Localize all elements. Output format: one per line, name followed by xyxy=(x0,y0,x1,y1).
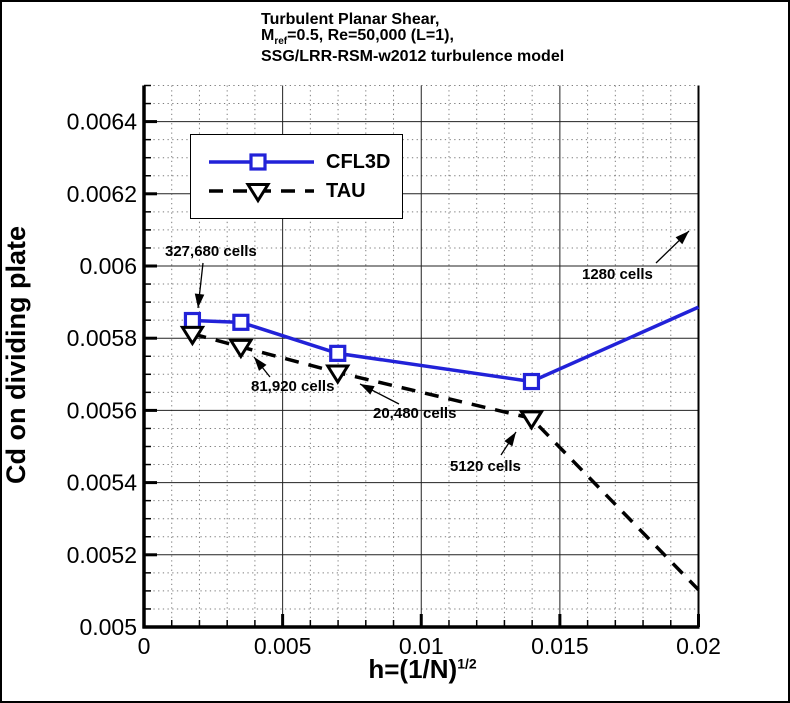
legend-label-cfl3d: CFL3D xyxy=(326,150,391,173)
legend-label-tau: TAU xyxy=(326,179,366,202)
x-tick-label: 0.015 xyxy=(531,633,589,659)
x-axis-title: h=(1/N)1/2 xyxy=(368,654,477,684)
y-tick-label: 0.0056 xyxy=(67,397,137,423)
legend-entry-cfl3d: CFL3D xyxy=(191,148,402,177)
y-axis-title: Cd on dividing plate xyxy=(1,226,31,484)
y-tick-label: 0.0052 xyxy=(67,542,137,568)
plot-title: Turbulent Planar Shear, Mref=0.5, Re=50,… xyxy=(261,12,564,65)
y-tick-label: 0.0064 xyxy=(67,109,138,135)
legend-box: CFL3D TAU xyxy=(190,134,403,219)
tau-marker xyxy=(325,364,351,385)
cfl3d-line-sample xyxy=(206,148,318,176)
title-line-2: Mref=0.5, Re=50,000 (L=1), xyxy=(261,26,454,47)
x-tick-label: 0.01 xyxy=(399,633,444,659)
tau-marker xyxy=(518,410,545,431)
annotation-arrowhead xyxy=(254,357,267,371)
cfl3d-marker xyxy=(183,311,202,330)
annotation-arrowhead xyxy=(504,432,516,447)
cfl3d-marker xyxy=(232,313,250,331)
tau-marker xyxy=(228,338,254,360)
y-tick-label: 0.0054 xyxy=(67,470,138,496)
cfl3d-curve xyxy=(192,305,700,384)
x-tick-label: 0.02 xyxy=(676,633,721,659)
title-line-3: SSG/LRR-RSM-w2012 turbulence model xyxy=(261,48,565,66)
y-tick-label: 0.005 xyxy=(79,614,137,640)
legend-entry-tau: TAU xyxy=(191,177,402,206)
tau-curve xyxy=(191,332,700,592)
cfl3d-marker xyxy=(329,344,347,362)
cfl3d-marker xyxy=(522,372,541,391)
tau-line-sample xyxy=(206,177,318,205)
x-tick-label: 0.005 xyxy=(254,633,312,659)
annotation-arrowhead xyxy=(675,231,689,245)
annotation-327680-cells: 327,680 cells xyxy=(165,243,257,260)
annotation-20480-cells: 20,480 cells xyxy=(373,405,457,422)
annotation-81920-cells: 81,920 cells xyxy=(251,378,335,395)
title-line-1: Turbulent Planar Shear, xyxy=(261,11,440,28)
y-tick-label: 0.0062 xyxy=(67,181,137,207)
annotation-5120-cells: 5120 cells xyxy=(450,458,521,475)
y-tick-label: 0.0058 xyxy=(67,325,137,351)
annotation-arrowhead xyxy=(194,293,205,308)
annotation-1280-cells: 1280 cells xyxy=(582,266,653,283)
tau-marker xyxy=(179,325,206,347)
annotation-arrowhead xyxy=(360,384,375,395)
x-tick-label: 0 xyxy=(138,633,151,659)
y-tick-label: 0.006 xyxy=(79,253,137,279)
